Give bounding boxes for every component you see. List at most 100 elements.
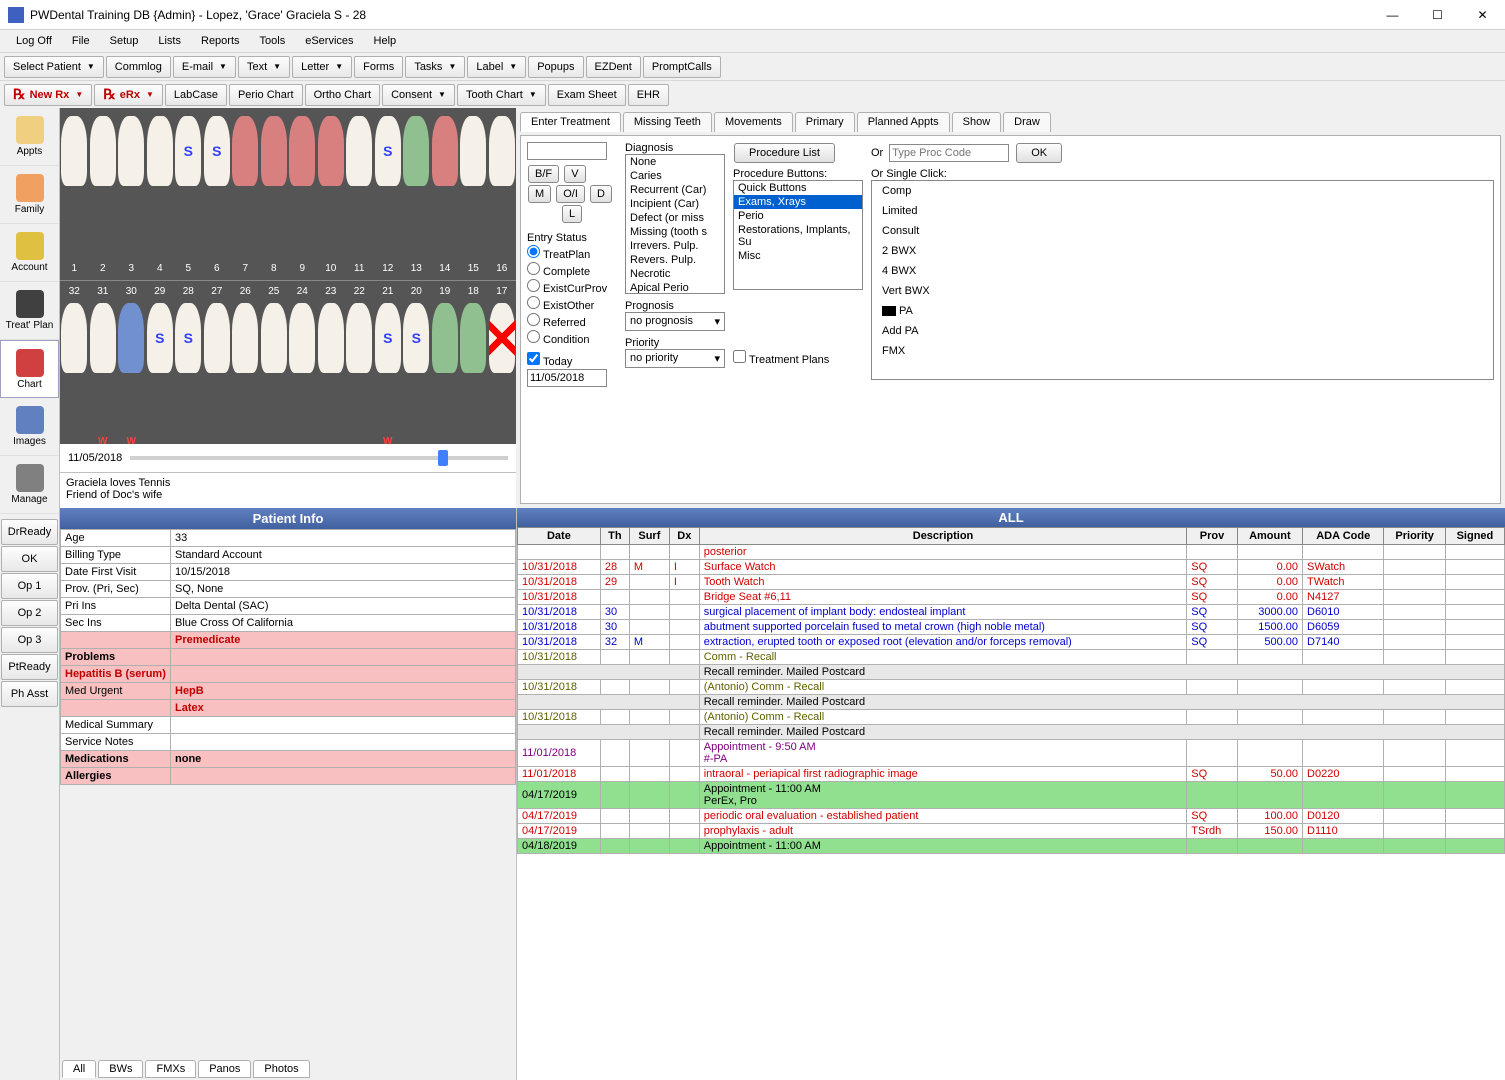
tooth-17[interactable] bbox=[489, 303, 515, 373]
procedure-buttons-list[interactable]: Quick ButtonsExams, XraysPerioRestoratio… bbox=[733, 180, 863, 290]
tooth-4[interactable] bbox=[147, 116, 173, 186]
nav-images[interactable]: Images bbox=[0, 398, 59, 456]
procedure-table[interactable]: DateThSurfDxDescriptionProvAmountADA Cod… bbox=[517, 527, 1505, 1080]
tooth-13[interactable] bbox=[403, 116, 429, 186]
table-row[interactable]: 10/31/201830surgical placement of implan… bbox=[518, 605, 1505, 620]
tooth-29[interactable] bbox=[147, 303, 173, 373]
diagnosis-list[interactable]: NoneCariesRecurrent (Car)Incipient (Car)… bbox=[625, 154, 725, 294]
entry-status-existother[interactable]: ExistOther bbox=[527, 296, 617, 312]
nav-treat--plan[interactable]: Treat' Plan bbox=[0, 282, 59, 340]
l-button[interactable]: L bbox=[562, 205, 582, 223]
status-ok[interactable]: OK bbox=[1, 546, 58, 572]
status-op-1[interactable]: Op 1 bbox=[1, 573, 58, 599]
tooth-27[interactable] bbox=[204, 303, 230, 373]
tooth-8[interactable] bbox=[261, 116, 287, 186]
commlog-button[interactable]: Commlog bbox=[106, 56, 171, 78]
date-input[interactable] bbox=[527, 369, 607, 387]
tab-draw[interactable]: Draw bbox=[1003, 112, 1051, 132]
table-row[interactable]: Recall reminder. Mailed Postcard bbox=[518, 665, 1505, 680]
tab-show[interactable]: Show bbox=[952, 112, 1002, 132]
ok-button[interactable]: OK bbox=[1016, 143, 1062, 163]
status-op-2[interactable]: Op 2 bbox=[1, 600, 58, 626]
entry-status-treatplan[interactable]: TreatPlan bbox=[527, 245, 617, 261]
table-row[interactable]: Recall reminder. Mailed Postcard bbox=[518, 725, 1505, 740]
select-patient-button[interactable]: Select Patient▼ bbox=[4, 56, 104, 78]
oi-button[interactable]: O/I bbox=[556, 185, 585, 203]
menu-file[interactable]: File bbox=[64, 33, 98, 49]
tooth-25[interactable] bbox=[261, 303, 287, 373]
forms-button[interactable]: Forms bbox=[354, 56, 403, 78]
tab-planned-appts[interactable]: Planned Appts bbox=[857, 112, 950, 132]
priority-select[interactable]: no priority▾ bbox=[625, 349, 725, 368]
tooth-24[interactable] bbox=[289, 303, 315, 373]
tooth-32[interactable] bbox=[61, 303, 87, 373]
letter-button[interactable]: Letter▼ bbox=[292, 56, 352, 78]
tooth-chart[interactable]: 12345678910111213141516 3231302928272625… bbox=[60, 108, 516, 444]
nav-appts[interactable]: Appts bbox=[0, 108, 59, 166]
tooth-9[interactable] bbox=[289, 116, 315, 186]
tooth-30[interactable] bbox=[118, 303, 144, 373]
tooth-14[interactable] bbox=[432, 116, 458, 186]
entry-status-referred[interactable]: Referred bbox=[527, 313, 617, 329]
menu-lists[interactable]: Lists bbox=[150, 33, 189, 49]
tooth-16[interactable] bbox=[489, 116, 515, 186]
labcase-button[interactable]: LabCase bbox=[165, 84, 227, 106]
proc-code-input[interactable] bbox=[527, 142, 607, 160]
table-row[interactable]: 10/31/201830abutment supported porcelain… bbox=[518, 620, 1505, 635]
tooth-20[interactable] bbox=[403, 303, 429, 373]
label-button[interactable]: Label▼ bbox=[467, 56, 526, 78]
tooth-2[interactable] bbox=[90, 116, 116, 186]
entry-status-existcurprov[interactable]: ExistCurProv bbox=[527, 279, 617, 295]
timeline-slider[interactable]: 11/05/2018 bbox=[60, 444, 516, 472]
tooth-10[interactable] bbox=[318, 116, 344, 186]
table-row[interactable]: 11/01/2018Appointment - 9:50 AM#-PA bbox=[518, 740, 1505, 767]
table-row[interactable]: 11/01/2018intraoral - periapical first r… bbox=[518, 767, 1505, 782]
table-row[interactable]: 10/31/201832Mextraction, erupted tooth o… bbox=[518, 635, 1505, 650]
v-button[interactable]: V bbox=[564, 165, 585, 183]
treatment-plans-checkbox[interactable]: Treatment Plans bbox=[733, 350, 863, 366]
tooth-15[interactable] bbox=[460, 116, 486, 186]
tooth-28[interactable] bbox=[175, 303, 201, 373]
tab-missing-teeth[interactable]: Missing Teeth bbox=[623, 112, 712, 132]
bf-button[interactable]: B/F bbox=[528, 165, 559, 183]
status-ptready[interactable]: PtReady bbox=[1, 654, 58, 680]
tooth-31[interactable] bbox=[90, 303, 116, 373]
minimize-button[interactable]: — bbox=[1370, 0, 1415, 30]
prognosis-select[interactable]: no prognosis▾ bbox=[625, 312, 725, 331]
table-row[interactable]: 04/17/2019periodic oral evaluation - est… bbox=[518, 809, 1505, 824]
tooth-26[interactable] bbox=[232, 303, 258, 373]
tab-movements[interactable]: Movements bbox=[714, 112, 793, 132]
status-ph-asst[interactable]: Ph Asst bbox=[1, 681, 58, 707]
tooth-6[interactable] bbox=[204, 116, 230, 186]
consent-button[interactable]: Consent▼ bbox=[382, 84, 455, 106]
table-row[interactable]: 10/31/2018(Antonio) Comm - Recall bbox=[518, 680, 1505, 695]
table-row[interactable]: 10/31/2018Comm - Recall bbox=[518, 650, 1505, 665]
imgtab-bws[interactable]: BWs bbox=[98, 1060, 143, 1078]
menu-tools[interactable]: Tools bbox=[252, 33, 294, 49]
imgtab-photos[interactable]: Photos bbox=[253, 1060, 309, 1078]
menu-help[interactable]: Help bbox=[366, 33, 405, 49]
m-button[interactable]: M bbox=[528, 185, 551, 203]
nav-manage[interactable]: Manage bbox=[0, 456, 59, 514]
tasks-button[interactable]: Tasks▼ bbox=[405, 56, 465, 78]
procedure-list-button[interactable]: Procedure List bbox=[734, 143, 835, 163]
imgtab-fmxs[interactable]: FMXs bbox=[145, 1060, 196, 1078]
new-rx-button[interactable]: ℞New Rx▼ bbox=[4, 84, 92, 106]
tooth-21[interactable] bbox=[375, 303, 401, 373]
tooth-23[interactable] bbox=[318, 303, 344, 373]
table-row[interactable]: 10/31/201829ITooth WatchSQ0.00TWatch bbox=[518, 575, 1505, 590]
table-row[interactable]: posterior bbox=[518, 545, 1505, 560]
nav-chart[interactable]: Chart bbox=[0, 340, 59, 398]
tooth-chart-button[interactable]: Tooth Chart▼ bbox=[457, 84, 546, 106]
ezdent-button[interactable]: EZDent bbox=[586, 56, 641, 78]
entry-status-condition[interactable]: Condition bbox=[527, 330, 617, 346]
perio-chart-button[interactable]: Perio Chart bbox=[229, 84, 303, 106]
nav-account[interactable]: Account bbox=[0, 224, 59, 282]
tooth-3[interactable] bbox=[118, 116, 144, 186]
tooth-18[interactable] bbox=[460, 303, 486, 373]
single-click-list[interactable]: CompLimitedConsult2 BWX4 BWXVert BWXPAAd… bbox=[871, 180, 1494, 380]
entry-status-complete[interactable]: Complete bbox=[527, 262, 617, 278]
menu-eservices[interactable]: eServices bbox=[297, 33, 361, 49]
table-row[interactable]: 04/18/2019Appointment - 11:00 AM bbox=[518, 839, 1505, 854]
table-row[interactable]: 10/31/201828MISurface WatchSQ0.00SWatch bbox=[518, 560, 1505, 575]
